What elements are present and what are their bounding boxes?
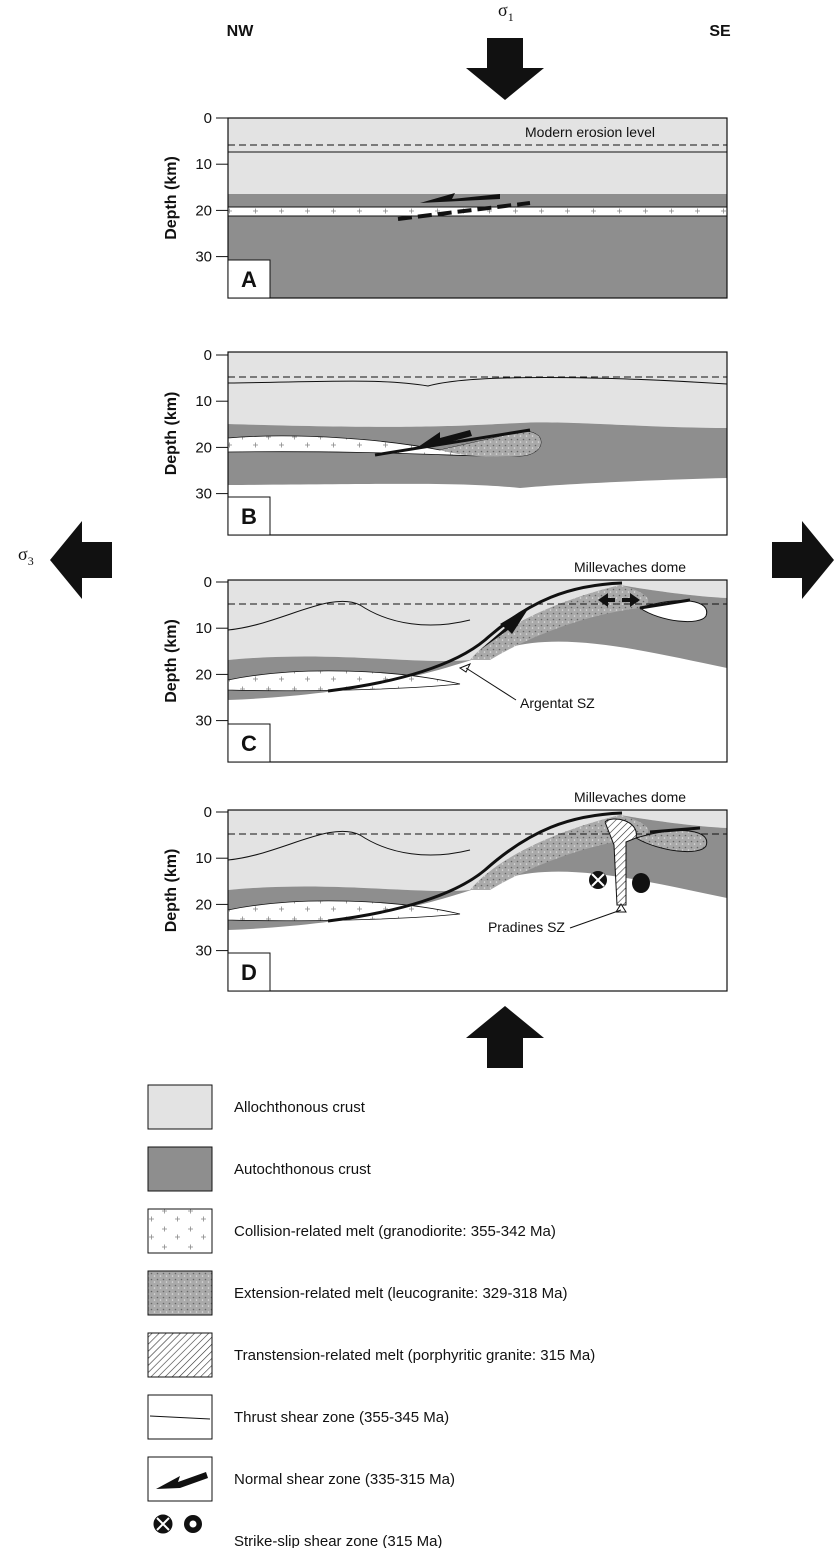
tick-label: 0 [204, 804, 212, 821]
direction-nw: NW [227, 23, 255, 40]
panel-b-section [228, 352, 727, 488]
panel-label: D [241, 960, 257, 985]
tick-label: 10 [195, 850, 212, 867]
legend-label: Thrust shear zone (355-345 Ma) [234, 1409, 449, 1426]
y-axis-label: Depth (km) [163, 619, 180, 703]
tick-label: 20 [195, 439, 212, 456]
panel-c-section [228, 580, 727, 700]
stress-arrow-top [466, 38, 544, 100]
annotation: Millevaches dome [574, 789, 686, 805]
sigma1-subscript: 1 [508, 10, 514, 24]
y-axis-label: Depth (km) [163, 156, 180, 240]
stress-arrow-bottom [466, 1006, 544, 1068]
legend-icons [148, 1085, 212, 1533]
tick-label: 0 [204, 347, 212, 364]
stress-arrow-right [772, 521, 834, 599]
figure: NW SE σ1 σ3 Modern erosion level [0, 0, 837, 1548]
stress-arrow-left [50, 521, 112, 599]
tick-label: 20 [195, 896, 212, 913]
direction-se: SE [709, 23, 731, 40]
panel-d-section [228, 810, 727, 930]
tick-label: 0 [204, 574, 212, 591]
y-axis-label: Depth (km) [163, 392, 180, 476]
tick-label: 0 [204, 110, 212, 127]
annotation: Argentat SZ [520, 695, 595, 711]
annotation: Modern erosion level [525, 124, 655, 140]
sigma3: σ3 [18, 544, 34, 568]
legend-label: Strike-slip shear zone (315 Ma) [234, 1533, 442, 1548]
tick-label: 30 [195, 713, 212, 730]
tick-label: 30 [195, 486, 212, 503]
panel-label: C [241, 731, 257, 756]
panel-label: B [241, 504, 257, 529]
annotation: Millevaches dome [574, 559, 686, 575]
tick-label: 10 [195, 156, 212, 173]
panel-a-section: Modern erosion level [228, 118, 727, 298]
legend: Allochthonous crust Autochthonous crust Co… [234, 1099, 595, 1548]
legend-label: Normal shear zone (335-315 Ma) [234, 1471, 455, 1488]
legend-label: Autochthonous crust [234, 1161, 372, 1178]
legend-label: Transtension-related melt (porphyritic g… [234, 1347, 595, 1364]
annotation: Pradines SZ [488, 919, 565, 935]
sigma1: σ1 [498, 0, 514, 24]
tick-label: 10 [195, 393, 212, 410]
tick-label: 30 [195, 249, 212, 266]
sigma3-symbol: σ [18, 544, 28, 564]
panel-label: A [241, 267, 257, 292]
tick-label: 20 [195, 666, 212, 683]
sigma1-symbol: σ [498, 0, 508, 20]
legend-label: Collision-related melt (granodiorite: 35… [234, 1223, 556, 1240]
tick-label: 20 [195, 202, 212, 219]
legend-label: Extension-related melt (leucogranite: 32… [234, 1285, 568, 1302]
legend-label: Allochthonous crust [234, 1099, 366, 1116]
tick-label: 10 [195, 620, 212, 637]
y-axis-label: Depth (km) [163, 849, 180, 933]
tick-label: 30 [195, 943, 212, 960]
page: {"header": {"left": "NW", "right": "SE",… [0, 0, 837, 1548]
sigma3-subscript: 3 [28, 554, 34, 568]
